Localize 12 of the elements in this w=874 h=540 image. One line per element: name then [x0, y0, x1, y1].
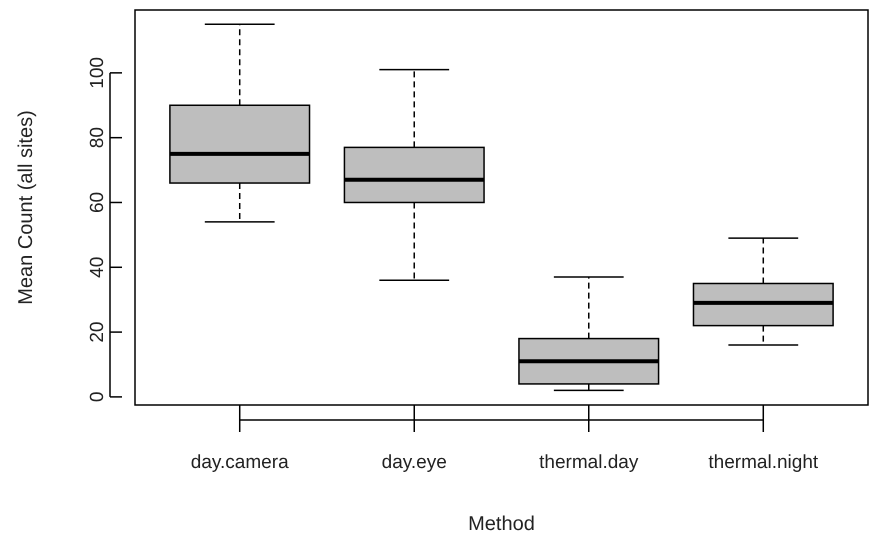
- y-tick-label: 40: [87, 256, 108, 278]
- x-tick-label: day.eye: [382, 452, 447, 473]
- y-tick-label: 0: [87, 392, 108, 402]
- x-tick-label: day.camera: [190, 452, 290, 473]
- y-tick-label: 20: [87, 322, 108, 343]
- y-tick-label: 60: [87, 192, 108, 214]
- y-axis-title: Mean Count (all sites): [15, 110, 37, 305]
- y-tick-label: 100: [87, 57, 108, 89]
- x-tick-label: thermal.night: [708, 452, 819, 473]
- y-tick-label: 80: [87, 127, 108, 148]
- x-tick-label: thermal.day: [539, 452, 639, 473]
- x-axis-title: Method: [468, 513, 535, 535]
